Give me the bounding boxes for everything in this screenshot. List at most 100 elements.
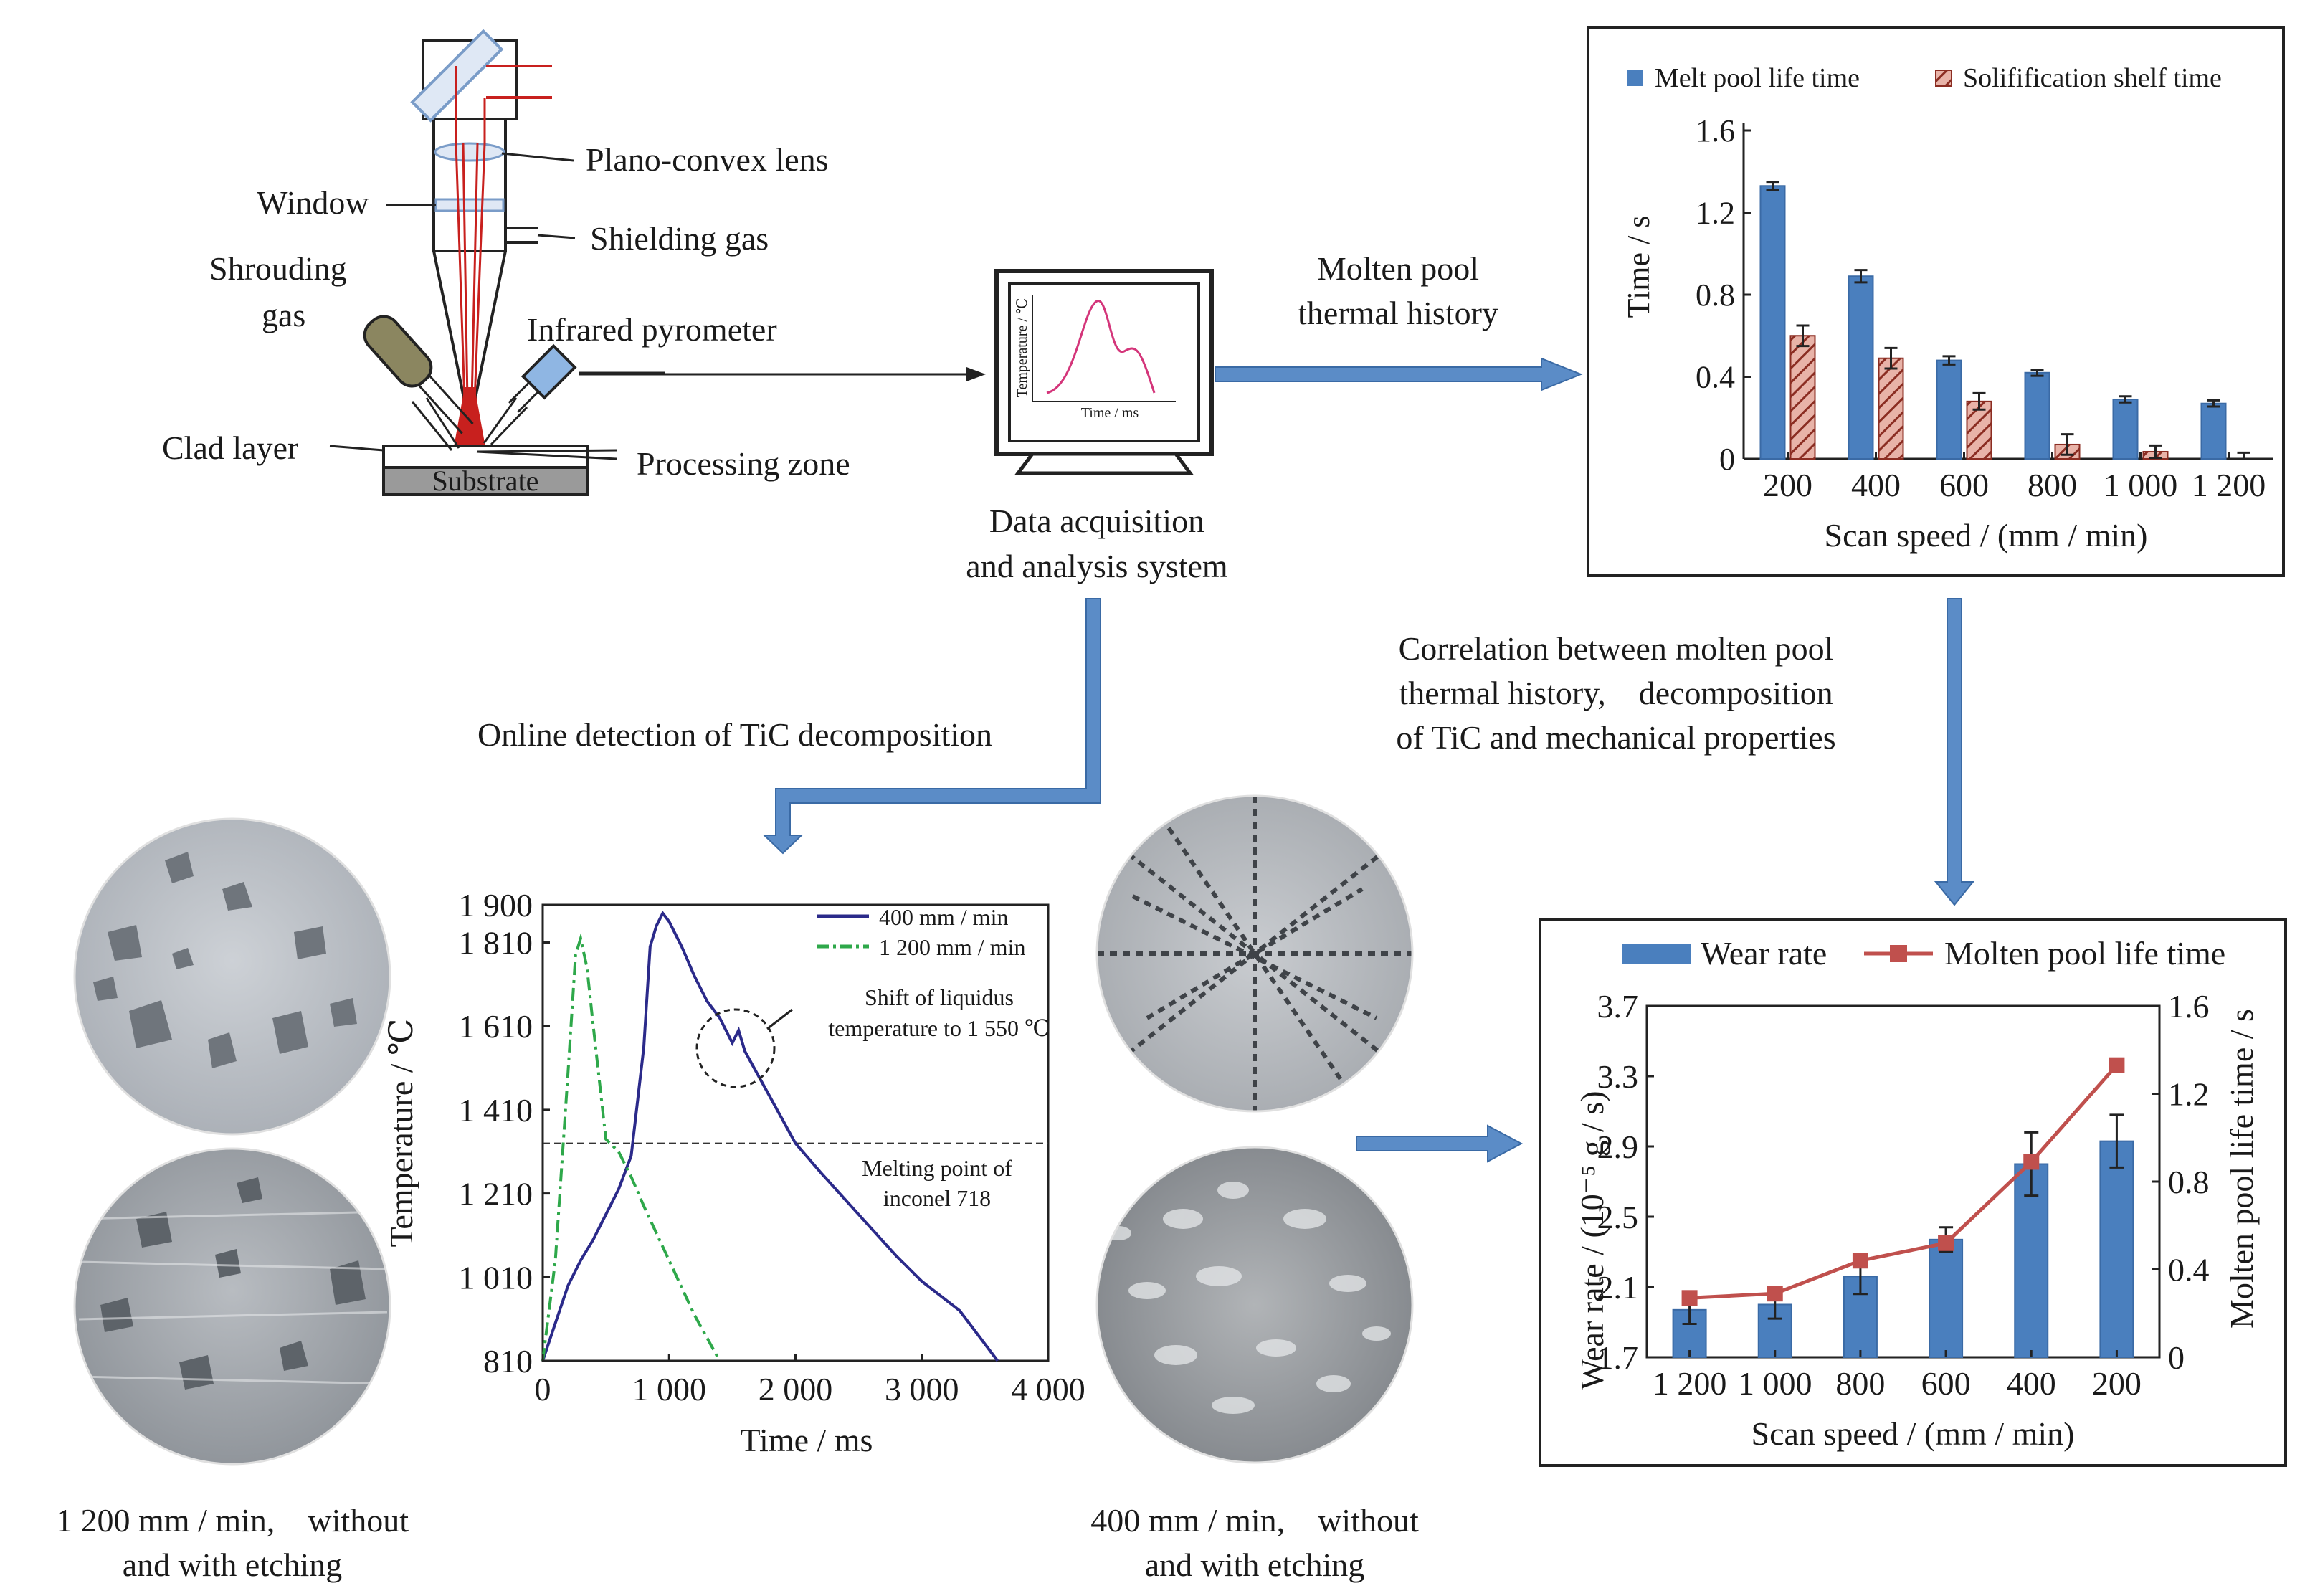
y-right-tick-label: 0.8 [2168, 1164, 2210, 1200]
y-tick-label: 1.7 [1597, 1339, 1639, 1376]
flow-arrows: Molten pool thermal history Online detec… [477, 250, 1975, 1163]
y-tick-label: 0.8 [1696, 277, 1735, 313]
annotation-line-1: Shift of liquidus [865, 984, 1014, 1010]
plano-convex-lens [434, 142, 505, 162]
bar-melt-pool [2024, 371, 2050, 460]
left-caption-1: 1 200 mm / min, without [56, 1502, 409, 1539]
wear-ylabel: Wear rate / (10⁻⁵ g / s) [1574, 1091, 1610, 1390]
laser-cladding-setup: Substrate Plano-convex lens Window Shiel… [162, 29, 850, 497]
arrow-label-corr-1: Correlation between molten pool [1399, 630, 1834, 667]
y-tick-label: 1.2 [1696, 196, 1735, 231]
screen-ylabel: Temperature / ℃ [1014, 298, 1030, 398]
legend-label-melt-pool: Melt pool life time [1655, 63, 1860, 93]
arrow-to-temperature-chart [762, 598, 1101, 855]
arrow-to-bar-chart [1215, 357, 1583, 391]
x-tick-label: 600 [1939, 467, 1989, 503]
y-tick-label: 2.9 [1597, 1129, 1639, 1165]
right-caption-2: and with etching [1145, 1547, 1365, 1583]
bar-melt-pool [1936, 359, 1962, 460]
label-window: Window [257, 184, 369, 221]
legend-swatch-wear [1622, 944, 1691, 964]
monitor: Temperature / ℃ Time / ms Data acquisiti… [966, 269, 1228, 584]
micrograph-right-unetched [1095, 794, 1414, 1113]
screen-xlabel: Time / ms [1081, 405, 1139, 421]
liquidus-annotation-circle [695, 1008, 776, 1088]
y-right-tick-label: 0 [2168, 1339, 2185, 1376]
arrow-micrograph-to-wear [1356, 1124, 1524, 1163]
bar-melt-pool [2200, 402, 2227, 460]
laser-focus [452, 387, 488, 459]
x-tick-label: 200 [1763, 467, 1812, 503]
y-tick-label: 810 [483, 1343, 533, 1379]
y-tick-label: 1 210 [459, 1176, 533, 1212]
y-tick-label: 1 010 [459, 1259, 533, 1296]
substrate-block [382, 466, 589, 496]
bar-shelf [1878, 357, 1904, 460]
x-tick-label: 600 [1921, 1365, 1971, 1402]
temperature-chart-lines [541, 910, 1048, 1362]
wear-chart-frame [1539, 918, 2287, 1467]
y-tick-label: 1 810 [459, 925, 533, 961]
life-time-marker [1767, 1286, 1783, 1302]
series-line-1200 [541, 932, 721, 1362]
window-glass [434, 198, 505, 212]
annotation-line-2: temperature to 1 550 ℃ [828, 1015, 1050, 1041]
melting-point-label-2: inconel 718 [883, 1185, 991, 1211]
series-line-400 [541, 910, 999, 1362]
bar-chart-life-time: 0 0.4 0.8 1.2 1.6 200 400 600 800 1 000 1 200 Melt… [1587, 26, 2285, 577]
y-tick-label: 1 410 [459, 1092, 533, 1129]
x-tick-label: 200 [2092, 1365, 2142, 1402]
legend-marker-life [1890, 945, 1907, 962]
legend-label-400: 400 mm / min [879, 904, 1008, 930]
y-tick-label: 1 900 [459, 887, 533, 923]
y-tick-label: 3.3 [1597, 1058, 1639, 1095]
micrograph-left-unetched [73, 817, 391, 1136]
x-tick-label: 1 200 [1653, 1365, 1727, 1402]
legend-label-1200: 1 200 mm / min [879, 934, 1025, 960]
wear-xlabel: Scan speed / (mm / min) [1751, 1415, 2075, 1452]
substrate-label: Substrate [432, 465, 539, 497]
x-tick-label: 0 [535, 1371, 551, 1407]
clad-plate [382, 445, 589, 469]
shrouding-gas-nozzle [363, 315, 474, 434]
arrow-label-thermal-1: Molten pool [1317, 250, 1479, 287]
bar-chart-ticks: 0 0.4 0.8 1.2 1.6 200 400 600 800 1 000 1 200 [1696, 113, 2266, 503]
label-lens: Plano-convex lens [586, 141, 829, 178]
arrow-label-thermal-2: thermal history [1298, 295, 1498, 331]
life-time-marker [2109, 1057, 2125, 1073]
bar-chart-frame [1587, 26, 2285, 577]
melting-point-label-1: Melting point of [862, 1155, 1012, 1181]
signal-arrow [579, 367, 986, 381]
life-time-marker [1681, 1290, 1698, 1306]
x-tick-label: 3 000 [885, 1371, 959, 1407]
label-pyrometer: Infrared pyrometer [527, 311, 777, 348]
x-tick-label: 2 000 [759, 1371, 833, 1407]
label-shielding-gas: Shielding gas [590, 220, 769, 257]
life-time-marker [1852, 1253, 1868, 1269]
bar-chart-xlabel: Scan speed / (mm / min) [1825, 517, 2148, 554]
wear-chart-bars [1672, 1057, 2134, 1359]
bar-melt-pool [1759, 185, 1786, 460]
nozzle [432, 250, 507, 403]
legend-label-shelf: Solifification shelf time [1963, 63, 2222, 93]
micrograph-left-etched [73, 1147, 391, 1466]
x-tick-label: 1 000 [1738, 1365, 1812, 1402]
bar-chart-bars [1759, 181, 2250, 460]
x-tick-label: 1 200 [2192, 467, 2266, 503]
monitor-base [1014, 452, 1194, 475]
screen-curve [1046, 300, 1156, 394]
wear-rate-chart: 1.7 2.1 2.5 2.9 3.3 3.7 0 0.4 0.8 1.2 1.6 1 200 1 00… [1539, 918, 2287, 1467]
y-tick-label: 1.6 [1696, 113, 1735, 148]
label-clad-layer: Clad layer [162, 429, 298, 466]
bar-melt-pool [1848, 275, 1874, 460]
right-caption-1: 400 mm / min, without [1090, 1502, 1419, 1539]
wear-chart-ticks: 1.7 2.1 2.5 2.9 3.3 3.7 0 0.4 0.8 1.2 1.6 1 200 1 00… [1597, 988, 2210, 1402]
arrow-label-online: Online detection of TiC decomposition [477, 716, 992, 753]
monitor-caption-2: and analysis system [966, 548, 1228, 584]
y-right-tick-label: 1.6 [2168, 988, 2210, 1025]
x-tick-label: 800 [2028, 467, 2077, 503]
x-tick-label: 1 000 [632, 1371, 707, 1407]
x-tick-label: 400 [1851, 467, 1901, 503]
